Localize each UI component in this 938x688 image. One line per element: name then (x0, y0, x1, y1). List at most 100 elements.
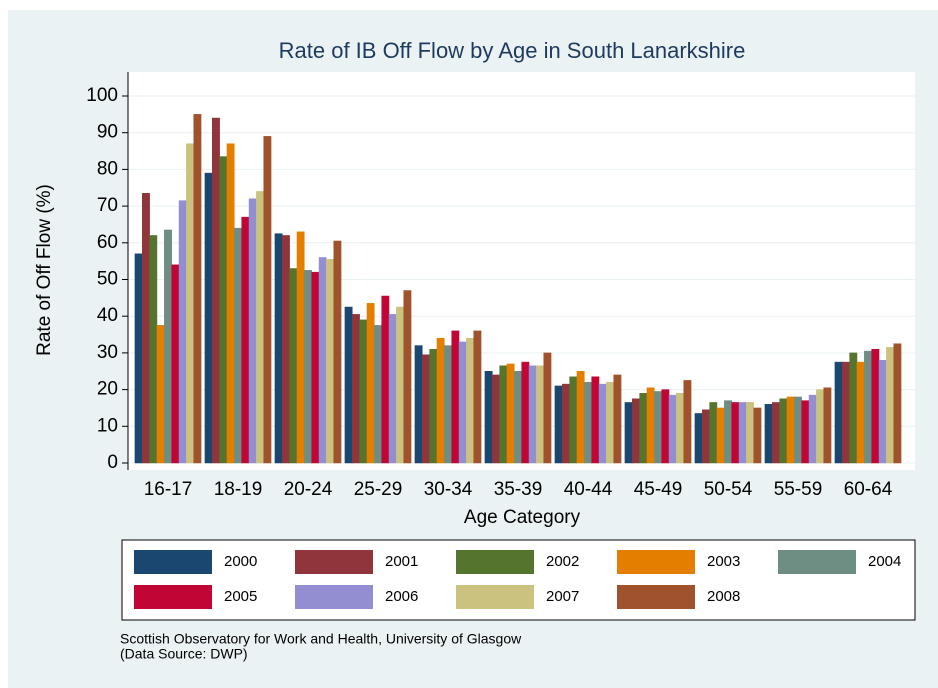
legend-swatch (134, 585, 212, 609)
bar (694, 413, 703, 464)
bar (289, 268, 298, 464)
bar (171, 264, 180, 464)
legend-label: 2008 (707, 588, 740, 605)
bar (296, 231, 305, 464)
bar (381, 295, 390, 464)
bar (543, 352, 552, 464)
bar (134, 253, 143, 464)
bar (646, 387, 655, 464)
x-tick-label: 40-44 (564, 479, 613, 500)
legend-label: 2000 (224, 553, 257, 570)
bar (193, 114, 202, 464)
x-tick-label: 50-54 (704, 479, 753, 500)
legend-label: 2005 (224, 588, 257, 605)
bar (731, 402, 740, 464)
bar (318, 257, 327, 464)
bar (142, 193, 150, 464)
y-tick-label: 90 (97, 122, 118, 143)
y-tick-label: 40 (97, 305, 118, 326)
bar (864, 350, 872, 464)
legend-swatch (456, 550, 534, 574)
bar (164, 229, 172, 464)
bar (591, 376, 600, 464)
bar (584, 382, 592, 464)
bar (738, 402, 747, 464)
bar (506, 363, 515, 464)
bar (856, 361, 865, 464)
bar (661, 389, 670, 464)
bar (282, 235, 290, 464)
legend-swatch (295, 550, 373, 574)
bar (801, 400, 810, 464)
bar (436, 337, 445, 464)
bar (473, 330, 482, 464)
bar (422, 354, 430, 464)
bar (521, 361, 530, 464)
bar (724, 400, 732, 464)
bar (746, 402, 754, 464)
y-tick-label: 70 (97, 195, 118, 216)
y-tick-label: 30 (97, 342, 118, 363)
bar (374, 325, 382, 464)
bar (484, 371, 493, 464)
legend-label: 2002 (546, 553, 579, 570)
y-axis-label: Rate of Off Flow (%) (34, 184, 55, 356)
y-tick-label: 50 (97, 269, 118, 290)
bar (764, 404, 773, 464)
bar (149, 235, 158, 464)
bar (816, 389, 824, 464)
bar (794, 396, 802, 464)
bar (808, 394, 817, 464)
bar (562, 383, 570, 464)
note: Scottish Observatory for Work and Health… (120, 631, 522, 647)
legend-label: 2003 (707, 553, 740, 570)
x-axis-label: Age Category (464, 507, 581, 528)
bar (403, 290, 412, 464)
y-tick-label: 20 (97, 379, 118, 400)
bar (576, 371, 585, 464)
x-tick-label: 35-39 (494, 479, 543, 500)
chart-title: Rate of IB Off Flow by Age in South Lana… (279, 38, 746, 63)
bar (204, 172, 213, 464)
bar (772, 402, 780, 464)
legend-swatch (778, 550, 856, 574)
legend-swatch (617, 550, 695, 574)
bar (779, 398, 788, 464)
bar (842, 361, 850, 464)
bar (654, 391, 662, 464)
bar (613, 374, 622, 464)
bar (823, 387, 832, 464)
y-tick-label: 60 (97, 232, 118, 253)
bar (886, 347, 894, 464)
legend-label: 2006 (385, 588, 418, 605)
y-tick-label: 10 (97, 415, 118, 436)
bar (878, 359, 887, 464)
y-tick-label: 80 (97, 158, 118, 179)
y-tick-label: 0 (107, 452, 118, 473)
bar (359, 319, 368, 464)
legend-swatch (295, 585, 373, 609)
bar (624, 402, 633, 464)
bar (716, 407, 725, 464)
bar (569, 376, 578, 464)
bar (606, 382, 614, 464)
bar (274, 233, 283, 464)
bar (212, 117, 220, 464)
bar (871, 348, 880, 464)
bar (444, 345, 452, 464)
bar (683, 380, 692, 464)
bar (668, 394, 677, 464)
bar (458, 341, 467, 464)
bar (753, 407, 762, 464)
bar (451, 330, 460, 464)
legend-label: 2007 (546, 588, 579, 605)
x-tick-label: 25-29 (354, 479, 403, 500)
legend-swatch (456, 585, 534, 609)
bar (256, 191, 264, 464)
bar (241, 216, 250, 464)
bar (333, 240, 342, 464)
bar (304, 270, 312, 464)
bar (709, 402, 718, 464)
bar (352, 314, 360, 464)
